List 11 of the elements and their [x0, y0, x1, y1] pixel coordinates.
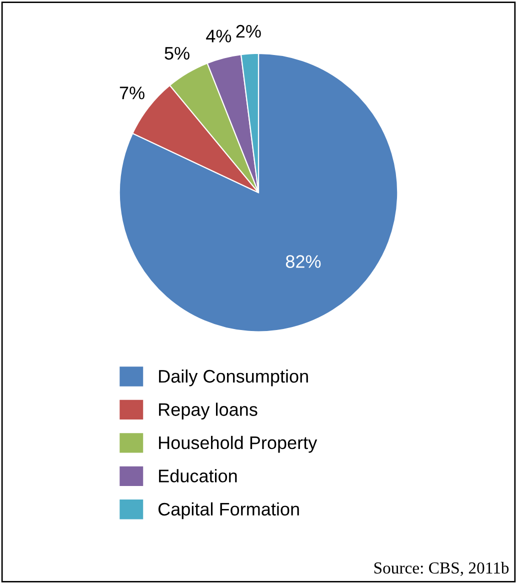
legend-label: Education — [159, 469, 237, 482]
legend-label: Capital Formation — [158, 502, 299, 520]
data-label: 5% — [164, 46, 190, 60]
source-note: Source: CBS, 2011b — [374, 562, 509, 576]
data-label: 4% — [206, 30, 232, 42]
legend-label: Household Property — [159, 436, 318, 453]
data-label: 82% — [286, 255, 321, 268]
data-label: 7% — [120, 86, 144, 100]
data-label: 2% — [236, 24, 261, 38]
legend-label: Repay loans — [159, 402, 258, 420]
legend-label: Daily Consumption — [159, 369, 308, 386]
